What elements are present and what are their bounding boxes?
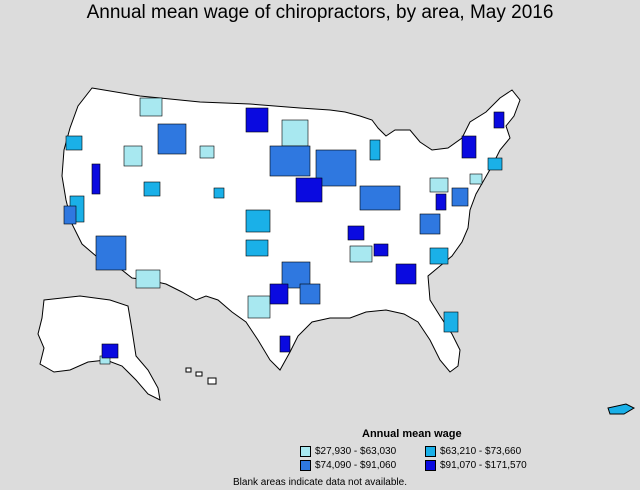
legend-label: $91,070 - $171,570 xyxy=(440,460,527,471)
map-title: Annual mean wage of chiropractors, by ar… xyxy=(86,2,554,23)
legend-label: $27,930 - $63,030 xyxy=(315,446,397,457)
alaska-outline xyxy=(37,295,161,401)
hawaii-islands xyxy=(185,367,217,385)
legend-swatch xyxy=(425,460,436,471)
legend-label: $63,210 - $73,660 xyxy=(440,446,522,457)
wage-areas-range-4 xyxy=(91,107,505,359)
legend-swatch xyxy=(425,446,436,457)
puerto-rico-outline xyxy=(607,403,636,415)
footnote: Blank areas indicate data not available. xyxy=(232,477,407,488)
legend-item: $74,090 - $91,060 xyxy=(300,460,396,471)
wage-areas-range-1 xyxy=(99,97,483,365)
wage-areas-range-2 xyxy=(65,135,503,333)
legend-title: Annual mean wage xyxy=(362,428,462,440)
legend-item: $27,930 - $63,030 xyxy=(300,446,396,457)
legend-swatch xyxy=(300,460,311,471)
legend-item: $91,070 - $171,570 xyxy=(425,460,527,471)
legend-label: $74,090 - $91,060 xyxy=(315,460,397,471)
legend-item: $63,210 - $73,660 xyxy=(425,446,521,457)
legend-swatch xyxy=(300,446,311,457)
wage-areas-range-3 xyxy=(63,123,469,305)
